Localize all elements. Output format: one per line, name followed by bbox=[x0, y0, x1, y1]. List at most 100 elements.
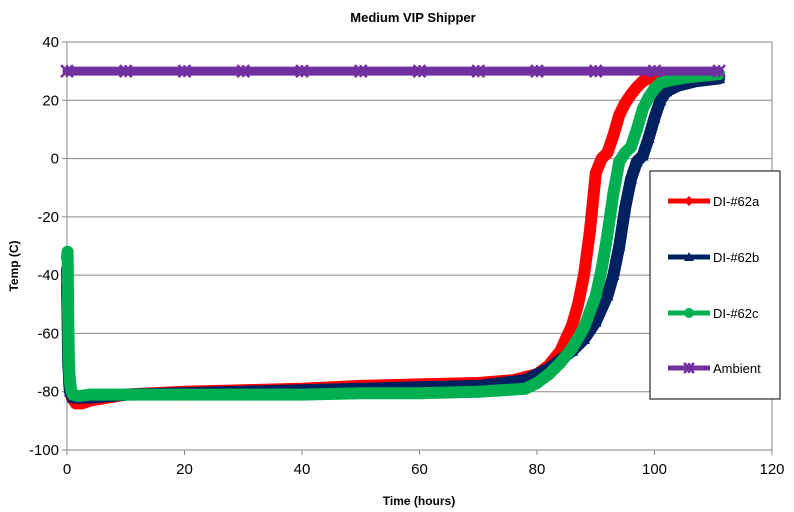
x-tick-label: 100 bbox=[642, 461, 667, 478]
data-point bbox=[566, 342, 579, 354]
data-point bbox=[666, 73, 679, 86]
legend: DI-#62a DI-#62b DI-#62c Ambient bbox=[649, 170, 781, 400]
data-point bbox=[642, 132, 655, 143]
legend-item: Ambient bbox=[668, 361, 761, 376]
data-point bbox=[531, 376, 543, 389]
data-point bbox=[542, 368, 555, 381]
data-point bbox=[353, 64, 368, 79]
data-point bbox=[572, 298, 585, 311]
data-point bbox=[630, 155, 643, 167]
data-point bbox=[636, 149, 649, 161]
data-point bbox=[119, 388, 132, 401]
data-point bbox=[578, 321, 590, 334]
data-point bbox=[684, 196, 694, 206]
chart-title: Medium VIP Shipper bbox=[350, 10, 475, 25]
y-tick-label: 0 bbox=[51, 151, 59, 168]
data-point bbox=[647, 64, 662, 79]
data-point bbox=[72, 390, 85, 403]
y-tick-label: -60 bbox=[37, 325, 59, 342]
data-point bbox=[625, 140, 637, 153]
data-point bbox=[118, 64, 133, 79]
series-ambient bbox=[60, 64, 727, 79]
data-point bbox=[472, 385, 485, 398]
data-point bbox=[619, 202, 632, 213]
x-tick-label: 20 bbox=[176, 461, 193, 478]
data-point bbox=[84, 388, 97, 401]
data-point bbox=[589, 289, 602, 302]
legend-item: DI-#62c bbox=[668, 306, 759, 321]
y-tick-label: -20 bbox=[37, 209, 59, 226]
data-point bbox=[684, 308, 694, 318]
data-point bbox=[601, 146, 614, 159]
data-point bbox=[413, 387, 426, 400]
series-di-62c bbox=[61, 68, 726, 403]
data-point bbox=[613, 240, 626, 251]
data-point bbox=[237, 388, 250, 401]
x-tick-label: 40 bbox=[294, 461, 311, 478]
legend-item: DI-#62a bbox=[668, 194, 760, 209]
data-point bbox=[62, 347, 75, 360]
data-point bbox=[519, 382, 532, 395]
data-point bbox=[236, 64, 251, 79]
data-point bbox=[625, 172, 637, 184]
data-point bbox=[619, 97, 632, 110]
data-point bbox=[636, 103, 649, 116]
y-tick-label: 20 bbox=[42, 92, 59, 109]
legend-item: DI-#62b bbox=[668, 250, 759, 265]
data-point bbox=[595, 263, 608, 276]
series-group bbox=[60, 64, 727, 410]
data-point bbox=[672, 79, 684, 91]
x-tick-label: 80 bbox=[529, 461, 546, 478]
data-point bbox=[566, 318, 579, 331]
x-tick-label: 60 bbox=[411, 461, 428, 478]
data-point bbox=[354, 387, 367, 400]
legend-label: Ambient bbox=[713, 361, 761, 376]
data-point bbox=[630, 123, 643, 136]
data-point bbox=[613, 108, 626, 121]
data-point bbox=[295, 64, 309, 79]
data-point bbox=[712, 64, 727, 79]
data-point bbox=[178, 388, 191, 401]
legend-label: DI-#62a bbox=[713, 194, 760, 209]
data-point bbox=[60, 64, 74, 79]
data-point bbox=[607, 129, 620, 142]
data-point bbox=[589, 167, 602, 180]
data-point bbox=[601, 289, 614, 301]
data-point bbox=[648, 111, 661, 123]
data-point bbox=[61, 245, 74, 258]
data-point bbox=[589, 315, 602, 327]
data-point bbox=[660, 85, 673, 97]
y-tick-label: -40 bbox=[37, 267, 59, 284]
data-point bbox=[607, 269, 620, 280]
data-point bbox=[554, 356, 567, 369]
data-point bbox=[583, 225, 596, 238]
x-axis-label: Time (hours) bbox=[383, 494, 455, 508]
legend-label: DI-#62c bbox=[713, 306, 759, 321]
data-point bbox=[177, 64, 192, 79]
y-tick-label: -100 bbox=[29, 442, 59, 459]
data-point bbox=[412, 64, 427, 79]
y-tick-label: 40 bbox=[42, 34, 59, 51]
legend-label: DI-#62b bbox=[713, 250, 759, 265]
data-point bbox=[530, 64, 544, 79]
data-point bbox=[613, 155, 626, 168]
data-point bbox=[62, 312, 75, 325]
data-point bbox=[471, 64, 486, 79]
y-tick-label: -80 bbox=[37, 384, 59, 401]
x-axis-tick-labels: 0 20 40 60 80 100 120 bbox=[63, 461, 785, 478]
data-point bbox=[607, 187, 620, 200]
data-point bbox=[601, 228, 614, 241]
data-point bbox=[684, 252, 694, 261]
x-tick-label: 0 bbox=[63, 461, 71, 478]
data-point bbox=[642, 91, 655, 104]
data-point bbox=[296, 388, 308, 401]
legend-box bbox=[649, 170, 781, 400]
data-point bbox=[654, 76, 667, 89]
data-point bbox=[625, 88, 637, 101]
y-axis-label: Temp (C) bbox=[7, 240, 21, 291]
y-axis-tick-labels: 40 20 0 -20 -40 -60 -80 -100 bbox=[29, 34, 59, 459]
x-tick-label: 120 bbox=[759, 461, 784, 478]
data-point bbox=[588, 64, 603, 79]
data-point bbox=[683, 362, 695, 374]
